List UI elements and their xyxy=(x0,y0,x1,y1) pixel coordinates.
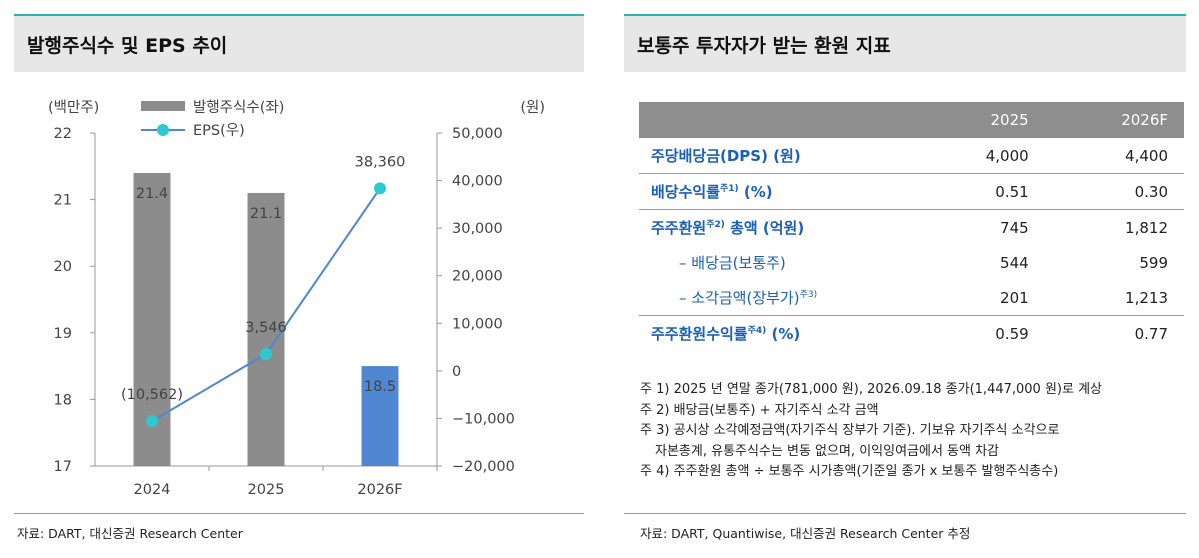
left-tick-label: 17 xyxy=(54,459,72,475)
footnotes: 주 1) 2025 년 연말 종가(781,000 원), 2026.09.18… xyxy=(640,380,1102,483)
footnote: 주 1) 2025 년 연말 종가(781,000 원), 2026.09.18… xyxy=(640,382,1103,397)
table-row: 주주환원수익률주4) (%) 0.59 0.77 xyxy=(639,316,1184,352)
right-axis-unit: (원) xyxy=(520,99,545,116)
right-tick-label: 40,000 xyxy=(452,174,503,190)
left-tick-label: 20 xyxy=(54,259,72,275)
right-tick-label: 30,000 xyxy=(452,221,503,237)
return-table: 2025 2026F 주당배당금(DPS) (원) 4,000 4,400 배당수익률… xyxy=(639,102,1184,351)
cell-2025: 201 xyxy=(916,280,1045,316)
cell-2026f: 1,812 xyxy=(1125,218,1168,237)
left-source: 자료: DART, 대신증권 Research Center xyxy=(17,526,243,541)
right-tick-label: 10,000 xyxy=(452,316,503,332)
table-row: 주주환원주2) 총액 (억원) 745 1,812 xyxy=(639,210,1184,246)
eps-point xyxy=(260,347,272,360)
footnote: 주 3) 공시상 소각예정금액(자기주식 장부가 기준). 기보유 자기주식 소… xyxy=(640,423,1060,438)
bar xyxy=(361,366,399,466)
cell-2026f: 4,400 xyxy=(1044,138,1184,174)
header-2026f: 2026F xyxy=(1044,102,1184,138)
x-tick-label: 2026F xyxy=(357,482,402,498)
header-2025: 2025 xyxy=(916,102,1045,138)
bar-data-label: 21.1 xyxy=(250,206,282,222)
eps-point xyxy=(374,182,386,195)
row-label: 주주환원주2) 총액 (억원) xyxy=(651,219,805,237)
footnote: 주 4) 주주환원 총액 ÷ 보통주 시가총액(기준일 종가 x 보통주 발행주… xyxy=(640,464,1059,479)
right-tick-label: −20,000 xyxy=(452,459,515,475)
cell-2026f: 0.77 xyxy=(1134,324,1168,343)
combo-chart: 17 18 19 20 21 22 −20,000 −10,000 0 10,000 20,000 3… xyxy=(48,99,545,498)
legend-bar-swatch xyxy=(141,101,185,111)
row-label: – 소각금액(장부가)주3) xyxy=(639,280,916,316)
bar-data-label: 18.5 xyxy=(364,379,396,395)
row-label: – 배당금(보통주) xyxy=(679,254,786,272)
left-tick-label: 21 xyxy=(54,193,72,209)
left-tick-label: 18 xyxy=(54,392,72,408)
legend-line-label: EPS(우) xyxy=(193,123,245,139)
legend-line-marker xyxy=(157,124,169,136)
row-label: 주주환원수익률주4) (%) xyxy=(651,325,801,343)
right-tick-label: 20,000 xyxy=(452,269,503,285)
cell-2025: 0.59 xyxy=(995,324,1029,343)
cell-2025: 544 xyxy=(1000,253,1029,272)
cell-2025: 0.51 xyxy=(916,173,1045,210)
chart-title: 발행주식수 및 EPS 추이 xyxy=(14,16,584,72)
eps-data-label: 3,546 xyxy=(245,320,287,336)
eps-data-label: (10,562) xyxy=(121,387,183,403)
row-label: 주당배당금(DPS) (원) xyxy=(639,138,916,174)
bar-data-label: 21.4 xyxy=(136,186,168,202)
footnote: 자본총계, 유통주식수는 변동 없으며, 이익잉여금에서 동액 차감 xyxy=(655,443,1000,459)
table-row: 배당수익률주1) (%) 0.51 0.30 xyxy=(639,173,1184,210)
left-tick-label: 22 xyxy=(54,126,72,142)
table-row: – 배당금(보통주) 544 599 xyxy=(639,245,1184,280)
left-panel: 발행주식수 및 EPS 추이 xyxy=(14,14,584,72)
right-tick-label: 50,000 xyxy=(452,126,503,142)
header-blank xyxy=(639,102,916,138)
x-tick-label: 2024 xyxy=(134,482,171,498)
x-tick-label: 2025 xyxy=(248,482,285,498)
right-tick-label: −10,000 xyxy=(452,411,515,427)
cell-2026f: 599 xyxy=(1139,253,1168,272)
cell-2026f: 1,213 xyxy=(1044,280,1184,316)
left-tick-label: 19 xyxy=(54,326,72,342)
eps-data-label: 38,360 xyxy=(355,154,406,170)
footnote: 주 2) 배당금(보통주) + 자기주식 소각 금액 xyxy=(640,402,879,418)
source-divider xyxy=(14,513,584,514)
left-axis-unit: (백만주) xyxy=(48,99,99,116)
panel-top-rule xyxy=(624,14,1186,16)
table-row: 주당배당금(DPS) (원) 4,000 4,400 xyxy=(639,138,1184,174)
bar xyxy=(247,192,285,466)
eps-point xyxy=(146,415,158,428)
right-panel: 보통주 투자자가 받는 환원 지표 xyxy=(624,14,1186,72)
row-label: 배당수익률주1) (%) xyxy=(639,173,916,210)
source-divider xyxy=(624,513,1186,514)
legend-bar-label: 발행주식수(좌) xyxy=(193,99,284,116)
cell-2025: 4,000 xyxy=(916,138,1045,174)
table-title: 보통주 투자자가 받는 환원 지표 xyxy=(624,16,1186,72)
table-header-row: 2025 2026F xyxy=(639,102,1184,138)
table-row: – 소각금액(장부가)주3) 201 1,213 xyxy=(639,280,1184,316)
cell-2025: 745 xyxy=(1000,218,1029,237)
right-source: 자료: DART, Quantiwise, 대신증권 Research Cent… xyxy=(640,526,971,541)
panel-top-rule xyxy=(14,14,584,16)
right-tick-label: 0 xyxy=(452,364,461,380)
cell-2026f: 0.30 xyxy=(1044,173,1184,210)
